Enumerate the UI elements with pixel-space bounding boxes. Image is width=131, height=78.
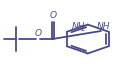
Text: NH: NH <box>96 22 110 31</box>
Text: O: O <box>50 11 57 20</box>
Text: 2: 2 <box>81 26 85 32</box>
Text: O: O <box>35 29 42 38</box>
Text: NH: NH <box>72 22 86 31</box>
